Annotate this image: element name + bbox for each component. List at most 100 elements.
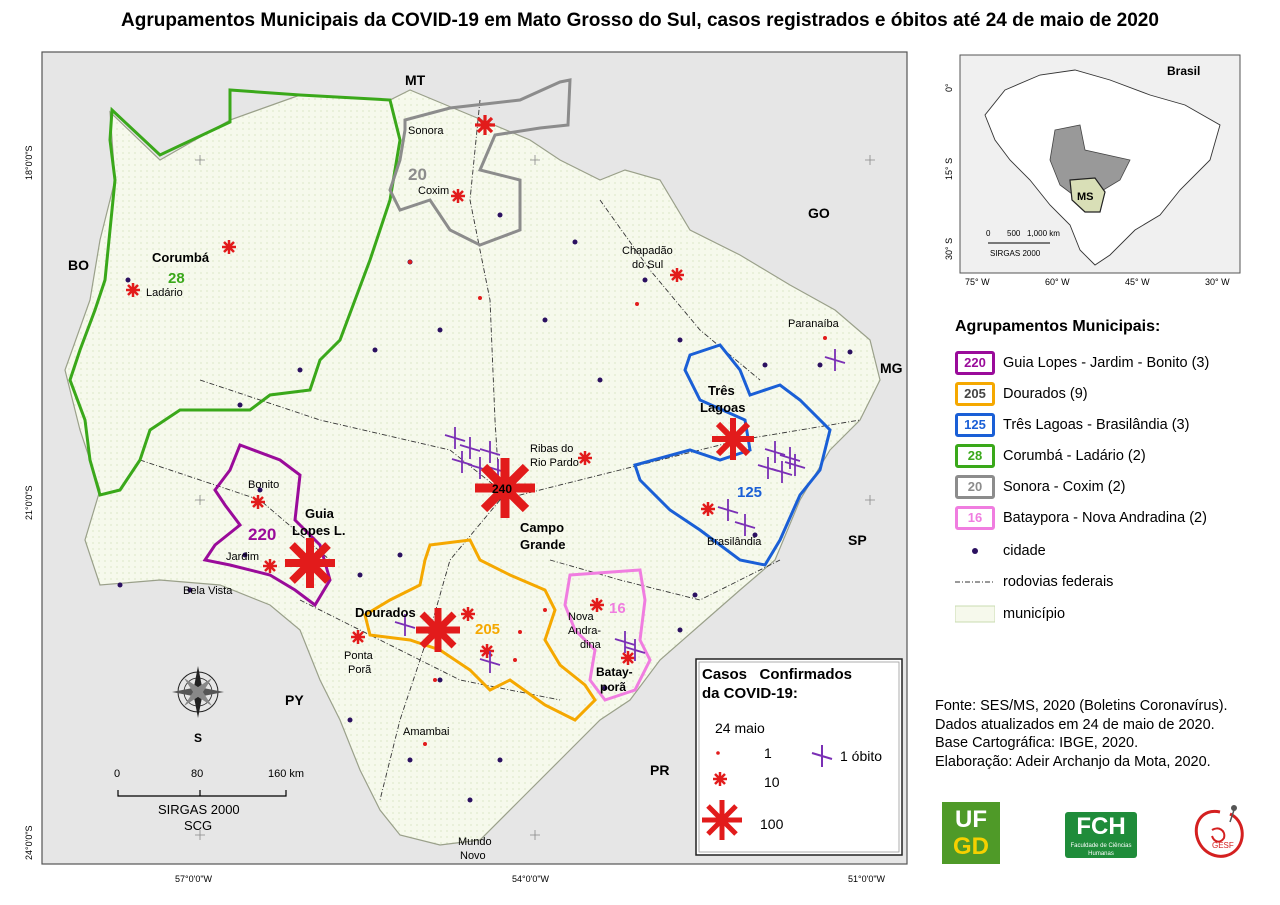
legend-item-label: Guia Lopes - Jardim - Bonito (3) (1003, 355, 1210, 371)
cluster-label-205: 205 (475, 621, 500, 638)
inset-ms (1069, 177, 1106, 213)
death-marker (764, 441, 786, 463)
case-marker-10 (251, 495, 265, 509)
inset-lon-45: 45° W (1125, 277, 1150, 287)
cases-legend-title2: da COVID-19: (702, 685, 798, 702)
case-marker-1 (513, 658, 517, 662)
label-coxim: Coxim (418, 185, 449, 197)
cluster-label-240: 240 (492, 482, 512, 496)
legend-item: 20 Sonora - Coxim (2) (955, 475, 1125, 499)
legend-item: 125 Três Lagoas - Brasilândia (3) (955, 413, 1189, 437)
case-marker-10 (461, 607, 475, 621)
case-marker-10 (451, 189, 465, 203)
inset-lon-30: 30° W (1205, 277, 1230, 287)
case-marker-1 (823, 336, 827, 340)
case-marker-10 (670, 268, 684, 282)
north-letter: S (194, 731, 202, 745)
case-marker-1 (543, 608, 547, 612)
legend-item-label: Dourados (9) (1003, 386, 1088, 402)
legend-item-code: 220 (955, 351, 995, 375)
label-ribas1: Ribas do (530, 443, 573, 455)
credit-line: Fonte: SES/MS, 2020 (Boletins Coronavíru… (935, 698, 1228, 714)
death-marker (614, 631, 636, 653)
lat-label-21: 21°0'0"S (24, 485, 34, 520)
label-chapadao: Chapadão (622, 245, 673, 257)
scale-bar: 0 80 160 km SIRGAS 2000 SCG (114, 768, 304, 833)
fch-logo: FCH Faculdade de Ciências Humanas (1065, 812, 1137, 858)
cluster-220-guia-lopes (202, 443, 332, 608)
legend-item-label: Sonora - Coxim (2) (1003, 479, 1126, 495)
inset-ms-label: MS (1077, 191, 1094, 203)
credits: Fonte: SES/MS, 2020 (Boletins Coronavíru… (935, 697, 1228, 771)
label-lagoas: Lagoas (700, 400, 746, 415)
label-bela-vista: Bela Vista (183, 585, 233, 597)
scale-label-sirgas: SIRGAS 2000 (158, 802, 240, 817)
label-mt: MT (405, 72, 426, 88)
death-marker (459, 437, 481, 459)
case-marker-1 (433, 678, 437, 682)
legend-rodovias: rodovias federais (955, 574, 1114, 590)
label-do-sul: do Sul (632, 259, 663, 271)
label-dourados: Dourados (355, 605, 416, 620)
cases-legend-date: 24 maio (715, 720, 765, 736)
cluster-label-16: 16 (609, 600, 626, 617)
star-dourados (416, 608, 460, 652)
cases-legend-title1: Casos Confirmados (702, 666, 852, 683)
label-jardim: Jardim (226, 551, 259, 563)
inset-lon-75: 75° W (965, 277, 990, 287)
scale-label-scg: SCG (184, 818, 212, 833)
case-markers (126, 118, 827, 746)
legend-item: 220 Guia Lopes - Jardim - Bonito (3) (955, 351, 1209, 375)
case-marker-10 (578, 451, 592, 465)
death-marker (624, 639, 646, 661)
death-marker (444, 427, 466, 449)
cases-legend-10: 10 (764, 774, 780, 790)
case-marker-10 (590, 598, 604, 612)
label-campo: Campo (520, 520, 564, 535)
legend-item-label: Corumbá - Ladário (2) (1003, 448, 1146, 464)
death-marker (451, 451, 473, 473)
label-novo: Novo (460, 850, 486, 862)
case-marker-1 (518, 630, 522, 634)
label-py: PY (285, 692, 304, 708)
cluster-16-bataypora (563, 568, 652, 702)
case-marker-10 (478, 118, 492, 132)
case-marker-1 (423, 742, 427, 746)
inset-scale-1000: 1,000 km (1027, 229, 1060, 238)
label-ribas2: Rio Pardo (530, 457, 579, 469)
label-go: GO (808, 205, 830, 221)
scale-tick-80: 80 (191, 768, 203, 780)
death-marker (779, 447, 801, 469)
legend-item-label: Três Lagoas - Brasilândia (3) (1003, 417, 1190, 433)
legend-item: 28 Corumbá - Ladário (2) (955, 444, 1146, 468)
label-mundo: Mundo (458, 836, 492, 848)
cluster-205-dourados (363, 538, 597, 722)
label-amambai: Amambai (403, 726, 449, 738)
credit-line: Dados atualizados em 24 de maio de 2020. (935, 716, 1215, 733)
gesf-logo: GESF (1194, 805, 1244, 858)
cluster-28-corumba (68, 88, 402, 497)
label-guia: Guia (305, 506, 335, 521)
case-marker-10 (480, 644, 494, 658)
label-sp: SP (848, 532, 867, 548)
legend-item-label: Bataypora - Nova Andradina (2) (1003, 510, 1207, 526)
cases-legend-1: 1 (764, 745, 772, 761)
scale-tick-160: 160 km (268, 768, 304, 780)
case-marker-10 (621, 651, 635, 665)
death-marker (394, 614, 416, 636)
death-marker (824, 349, 846, 371)
label-brasilandia: Brasilândia (707, 536, 762, 548)
death-marker (771, 461, 793, 483)
cases-legend-death: 1 óbito (840, 748, 882, 764)
label-corumba: Corumbá (152, 250, 210, 265)
label-pora: Porã (348, 664, 372, 676)
legend-item: 16 Bataypora - Nova Andradina (2) (955, 506, 1207, 530)
cluster-label-220: 220 (248, 525, 276, 544)
label-bata: Batay- (596, 665, 633, 679)
case-marker-1 (635, 302, 639, 306)
legend-title: Agrupamentos Municipais: (955, 318, 1161, 335)
lat-label-24: 24°0'0"S (24, 825, 34, 860)
legend-municipio: município (955, 602, 1065, 626)
death-marker (717, 499, 739, 521)
label-mg: MG (880, 360, 903, 376)
